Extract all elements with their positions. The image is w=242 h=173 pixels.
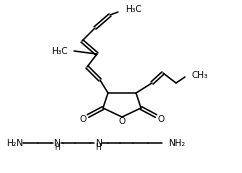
Text: H₃C: H₃C — [125, 4, 142, 13]
Text: O: O — [80, 116, 86, 125]
Text: N: N — [54, 139, 60, 148]
Text: H₂N: H₂N — [6, 139, 23, 148]
Text: H: H — [95, 143, 101, 153]
Text: NH₂: NH₂ — [168, 139, 185, 148]
Text: N: N — [95, 139, 101, 148]
Text: O: O — [158, 116, 165, 125]
Text: CH₃: CH₃ — [191, 71, 208, 80]
Text: H: H — [54, 143, 60, 153]
Text: H₃C: H₃C — [51, 47, 68, 56]
Text: O: O — [119, 117, 126, 126]
